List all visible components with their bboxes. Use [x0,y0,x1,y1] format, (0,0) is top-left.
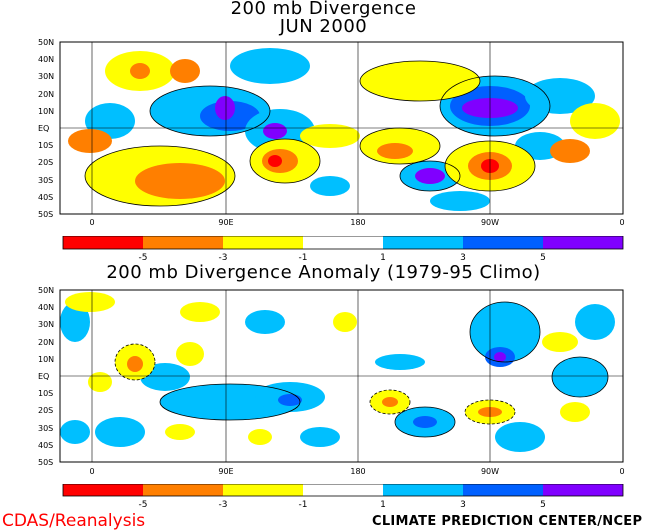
svg-text:50S: 50S [38,210,53,219]
svg-text:1: 1 [380,253,386,263]
svg-text:20N: 20N [38,338,54,347]
footer-source-label: CDAS/Reanalysis [2,511,146,531]
svg-text:EQ: EQ [38,124,49,133]
svg-text:0: 0 [89,218,94,227]
svg-text:0: 0 [89,467,94,476]
top-divergence-field [68,48,620,211]
top-lon-labels: 0 90E 180 90W 0 [89,218,624,227]
top-colorbar-swatches [63,236,623,249]
bottom-lat-labels: 50N 40N 30N 20N 10N EQ 10S 20S 30S 40S 5… [38,286,54,467]
svg-text:30N: 30N [38,320,54,329]
svg-text:20S: 20S [38,158,53,167]
svg-text:EQ: EQ [38,372,49,381]
svg-text:40N: 40N [38,55,54,64]
top-grid [60,42,623,214]
bottom-lon-labels: 0 90E 180 90W 0 [89,467,624,476]
svg-text:3: 3 [460,253,466,263]
svg-text:30S: 30S [38,424,53,433]
svg-text:0: 0 [619,218,624,227]
svg-text:20S: 20S [38,406,53,415]
top-divergence-map: 50N 40N 30N 20N 10N EQ 10S 20S 30S 40S 5… [38,38,625,227]
bottom-contours [114,301,609,438]
svg-text:-1: -1 [299,500,308,510]
bottom-colorbar-swatches [63,484,623,496]
svg-text:1: 1 [380,500,386,510]
svg-text:90E: 90E [218,467,233,476]
svg-text:90E: 90E [218,218,233,227]
svg-text:5: 5 [540,253,546,263]
top-colorbar-labels: -5 -3 -1 1 3 5 [139,253,546,263]
svg-text:40N: 40N [38,303,54,312]
svg-text:10N: 10N [38,355,54,364]
top-map-subtitle: JUN 2000 [279,16,368,37]
svg-text:50N: 50N [38,38,54,47]
svg-text:5: 5 [540,500,546,510]
svg-text:30S: 30S [38,176,53,185]
svg-text:3: 3 [460,500,466,510]
bottom-map-title: 200 mb Divergence Anomaly (1979-95 Climo… [106,262,541,283]
svg-text:40S: 40S [38,441,53,450]
svg-text:0: 0 [619,467,624,476]
top-map-title: 200 mb Divergence [230,0,417,19]
svg-text:-5: -5 [139,500,148,510]
svg-text:180: 180 [350,467,365,476]
svg-text:-5: -5 [139,253,148,263]
svg-text:90W: 90W [481,218,499,227]
top-colorbar: -5 -3 -1 1 3 5 [62,236,624,263]
bottom-colorbar: -5 -3 -1 1 3 5 [62,484,624,510]
svg-text:10S: 10S [38,141,53,150]
footer-agency-label: CLIMATE PREDICTION CENTER/NCEP [372,514,643,529]
svg-text:-1: -1 [299,253,308,263]
svg-text:10N: 10N [38,107,54,116]
svg-text:10S: 10S [38,389,53,398]
top-lat-labels: 50N 40N 30N 20N 10N EQ 10S 20S 30S 40S 5… [38,38,54,219]
bottom-anomaly-map: 50N 40N 30N 20N 10N EQ 10S 20S 30S 40S 5… [38,286,625,476]
svg-text:-3: -3 [219,500,228,510]
svg-text:-3: -3 [219,253,228,263]
svg-text:180: 180 [350,218,365,227]
svg-text:30N: 30N [38,72,54,81]
svg-text:90W: 90W [481,467,499,476]
bottom-grid [60,290,623,462]
svg-text:50S: 50S [38,458,53,467]
svg-text:50N: 50N [38,286,54,295]
bottom-anomaly-field [60,292,615,452]
svg-text:20N: 20N [38,90,54,99]
bottom-colorbar-labels: -5 -3 -1 1 3 5 [139,500,546,510]
svg-text:40S: 40S [38,193,53,202]
